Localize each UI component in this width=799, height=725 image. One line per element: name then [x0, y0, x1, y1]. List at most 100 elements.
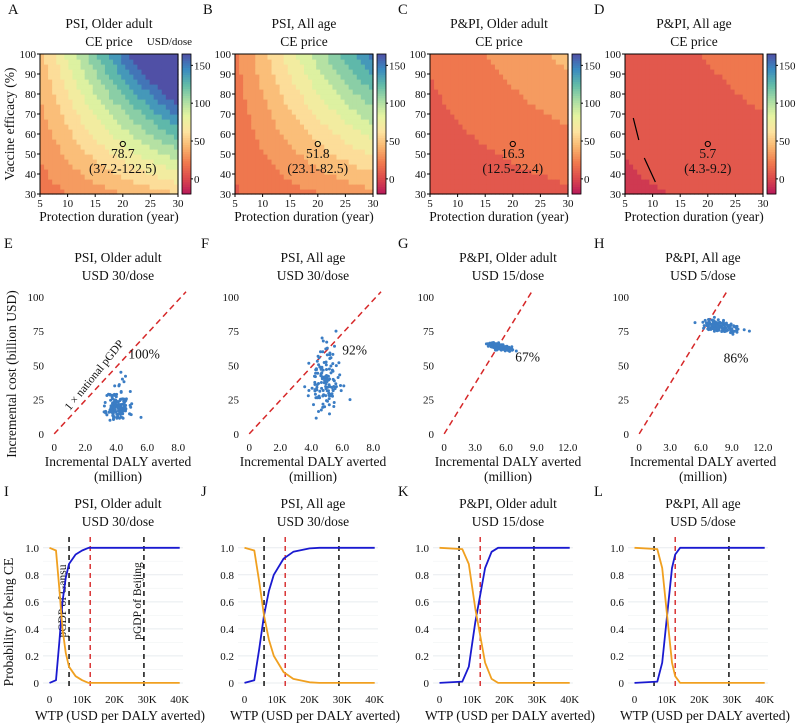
heatmap-cell [121, 64, 126, 70]
heatmap-cell [677, 174, 683, 180]
heatmap-cell [68, 114, 74, 120]
heatmap-cell [100, 124, 106, 130]
heatmap-cell [702, 109, 707, 115]
heatmap-cell [503, 104, 508, 110]
heatmap-cell [316, 174, 321, 180]
heatmap-cell [324, 134, 329, 140]
heatmap-cell [539, 119, 545, 125]
heatmap-cell [661, 89, 667, 95]
heatmap-cell [113, 109, 118, 115]
heatmap-cell [466, 179, 472, 185]
heatmap-cell [722, 149, 728, 155]
heatmap-cell [470, 124, 476, 130]
heatmap-cell [368, 114, 374, 120]
heatmap-cell [507, 94, 512, 100]
heatmap-cell [478, 74, 484, 80]
heatmap-cell [121, 109, 126, 115]
heatmap-cell [40, 184, 45, 190]
heatmap-cell [299, 129, 305, 135]
heatmap-cell [503, 139, 508, 145]
heatmap-cell [173, 54, 179, 60]
heatmap-cell [169, 149, 175, 155]
heatmap-cell [438, 74, 443, 80]
heatmap-cell [348, 134, 354, 140]
heatmap-cell [629, 94, 634, 100]
heatmap-cell [84, 69, 90, 75]
heatmap-cell [44, 54, 49, 60]
colorbar-step [767, 96, 776, 99]
heatmap-cell [625, 144, 630, 150]
heatmap-cell [316, 124, 321, 130]
heatmap-cell [348, 129, 354, 135]
heatmap-cell [360, 154, 366, 160]
heatmap-cell [291, 119, 297, 125]
heatmap-cell [446, 184, 451, 190]
heatmap-cell [645, 189, 650, 195]
heatmap-cell [40, 129, 45, 135]
heatmap-cell [149, 159, 155, 165]
heatmap-cell [72, 74, 78, 80]
heatmap-cell [117, 94, 122, 100]
heatmap-cell [669, 129, 675, 135]
heatmap-cell [685, 144, 691, 150]
heatmap-cell [304, 79, 309, 85]
heatmap-cell [275, 84, 281, 90]
heatmap-cell [718, 189, 724, 195]
heatmap-cell [677, 144, 683, 150]
heatmap-cell [677, 94, 683, 100]
heatmap-cell [117, 149, 122, 155]
scatter-point [315, 385, 319, 389]
heatmap-cell [149, 129, 155, 135]
y-tick-label: 30 [25, 189, 37, 201]
y-tick-label: 30 [415, 189, 427, 201]
heatmap-cell [673, 79, 679, 85]
heatmap-cell [271, 159, 277, 165]
heatmap-cell [84, 149, 90, 155]
panel-letter: E [4, 236, 13, 252]
heatmap-cell [754, 104, 760, 110]
heatmap-cell [80, 99, 86, 105]
heatmap-cell [40, 104, 45, 110]
heatmap-cell [328, 59, 334, 65]
heatmap-cell [657, 64, 663, 70]
heatmap-cell [239, 164, 244, 170]
heatmap-cell [482, 144, 488, 150]
heatmap-cell [271, 74, 277, 80]
heatmap-cell [56, 59, 61, 65]
heatmap-cell [543, 164, 549, 170]
heatmap-cell [507, 169, 512, 175]
heatmap-cell [649, 184, 655, 190]
heatmap-cell [543, 189, 549, 195]
heatmap-cell [470, 99, 476, 105]
heatmap-cell [312, 79, 317, 85]
colorbar-step [572, 107, 581, 111]
heatmap-cell [100, 144, 106, 150]
heatmap-cell [100, 154, 106, 160]
heatmap-cell [661, 109, 667, 115]
heatmap-cell [364, 94, 370, 100]
heatmap-cell [637, 109, 642, 115]
heatmap-cell [726, 54, 732, 60]
heatmap-cell [442, 79, 447, 85]
heatmap-cell [72, 164, 78, 170]
heatmap-cell [466, 184, 472, 190]
heatmap-cell [653, 84, 659, 90]
heatmap-cell [649, 89, 655, 95]
heatmap-cell [320, 94, 325, 100]
heatmap-cell [649, 174, 655, 180]
colorbar-step [767, 175, 776, 179]
colorbar-tick-label: 100 [779, 98, 796, 110]
heatmap-cell [458, 174, 464, 180]
x-axis-label: Protection duration (year) [39, 209, 178, 224]
heatmap-cell [133, 84, 139, 90]
heatmap-cell [312, 94, 317, 100]
heatmap-cell [271, 169, 277, 175]
heatmap-cell [523, 104, 529, 110]
heatmap-cell [669, 139, 675, 145]
heatmap-cell [511, 119, 516, 125]
heatmap-cell [454, 144, 460, 150]
heatmap-cell [279, 79, 285, 85]
heatmap-cell [173, 174, 179, 180]
heatmap-cell [539, 144, 545, 150]
heatmap-cell [117, 154, 122, 160]
